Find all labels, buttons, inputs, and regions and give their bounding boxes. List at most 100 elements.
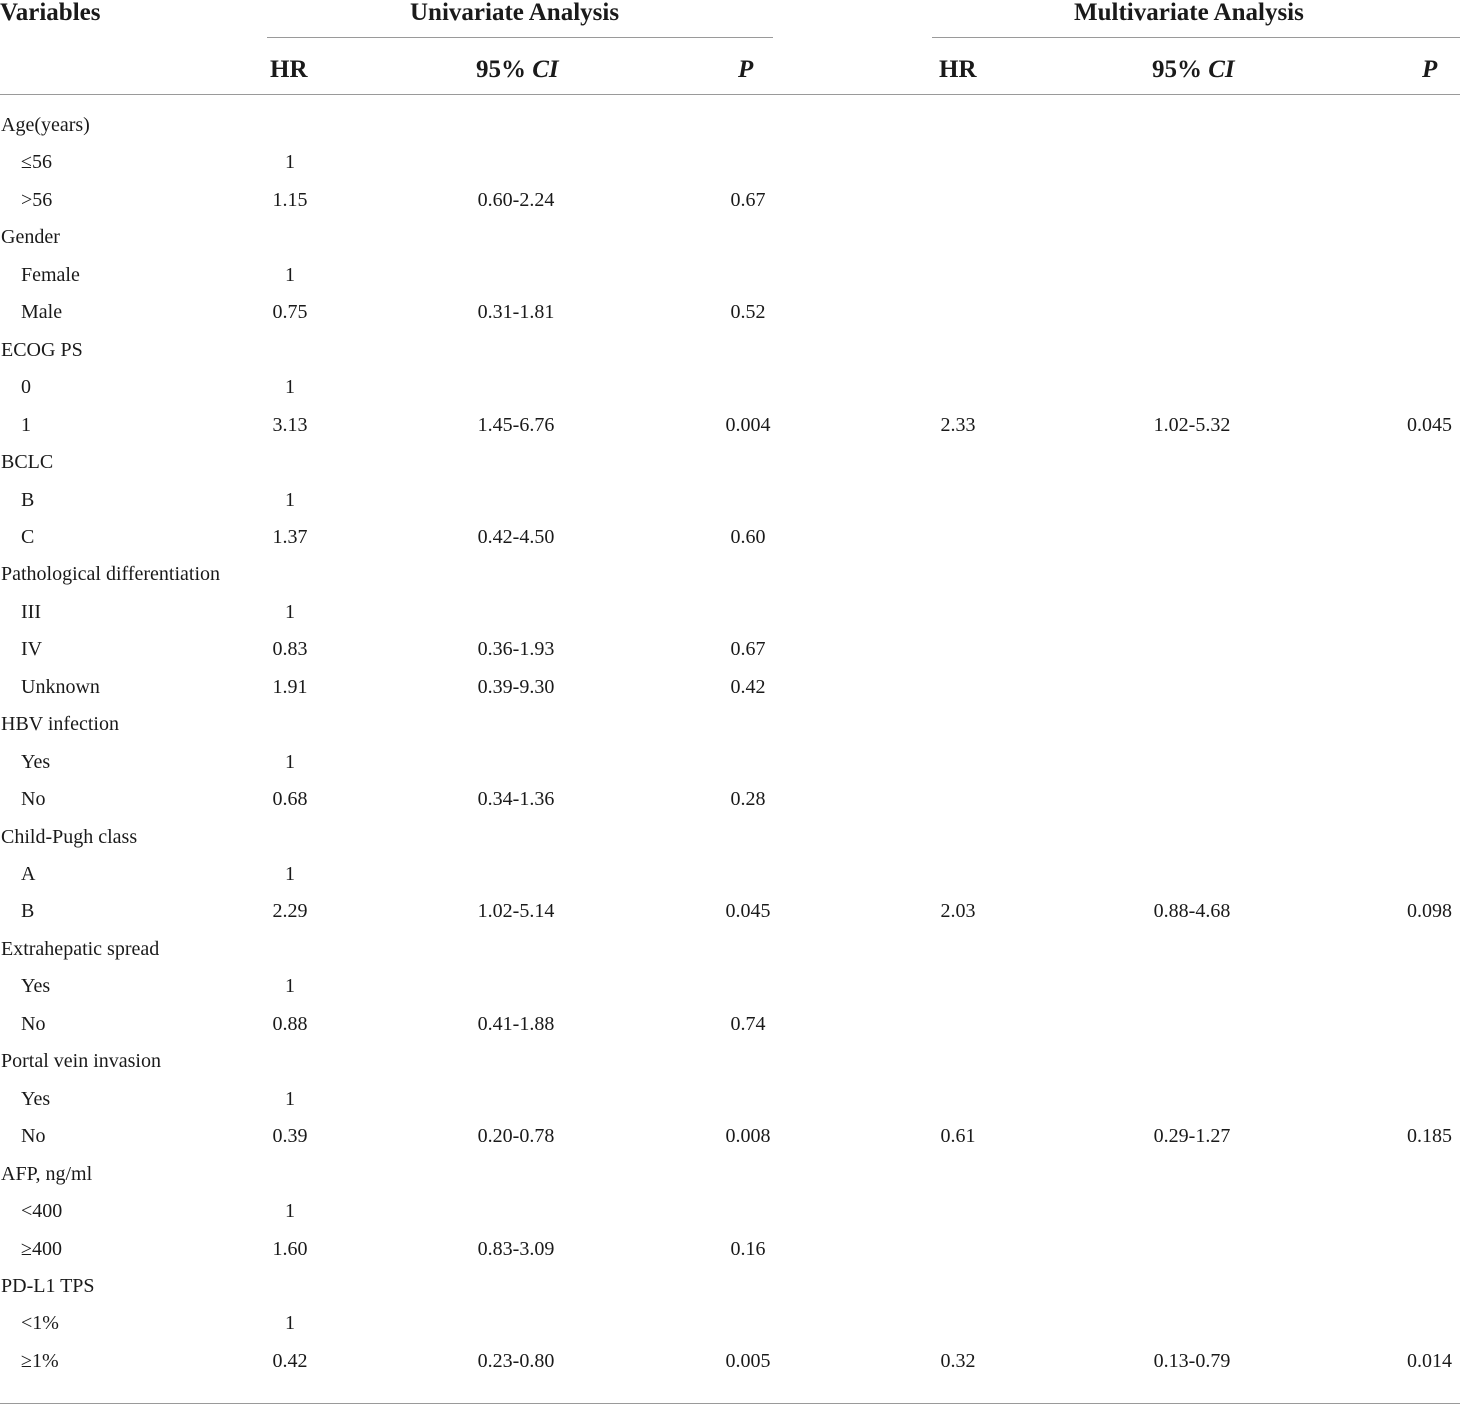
uni-hr-cell: 1.60 [272,1238,308,1260]
table-row: Yes 1 [0,744,1460,781]
table-row: No 0.68 0.34-1.36 0.28 [0,781,1460,818]
uni-p-cell: 0.74 [730,1013,766,1035]
uni-p-cell: 0.52 [730,301,766,323]
uni-ci-cell: 0.60-2.24 [477,189,555,211]
uni-ci-cell: 0.39-9.30 [477,676,555,698]
header-bottom-rule [0,94,1460,95]
multi-p-header: P [1422,57,1437,82]
table-row: No 0.39 0.20-0.78 0.008 0.61 0.29-1.27 0.185 [0,1118,1460,1155]
uni-ci-cell: 0.42-4.50 [477,526,555,548]
uni-p-header: P [738,57,753,82]
table-row: PD-L1 TPS [0,1268,1460,1305]
uni-ci-cell: 0.83-3.09 [477,1238,555,1260]
table-row: Female 1 [0,257,1460,294]
uni-hr-cell: 1 [285,1312,295,1334]
table-row: 1 3.13 1.45-6.76 0.004 2.33 1.02-5.32 0.045 [0,407,1460,444]
uni-ci-header: 95% CI [476,57,559,82]
table-bottom-rule [0,1403,1460,1404]
table-row: Yes 1 [0,1081,1460,1118]
univariate-header: Univariate Analysis [410,0,620,26]
uni-p-italic: P [738,56,754,83]
variable-label: Gender [1,226,60,248]
uni-hr-cell: 0.39 [272,1125,308,1147]
uni-p-cell: 0.005 [725,1350,771,1372]
uni-hr-cell: 1 [285,264,295,286]
multi-ci-header: 95% CI [1152,57,1235,82]
uni-hr-cell: 1 [285,1200,295,1222]
table-row: >56 1.15 0.60-2.24 0.67 [0,182,1460,219]
multi-p-italic: P [1422,56,1438,83]
multi-p-cell: 0.045 [1407,414,1452,436]
uni-p-cell: 0.42 [730,676,766,698]
table-row: Yes 1 [0,968,1460,1005]
table-row: ≥1% 0.42 0.23-0.80 0.005 0.32 0.13-0.79 0.014 [0,1343,1460,1380]
multi-p-cell: 0.185 [1407,1125,1452,1147]
uni-hr-cell: 1 [285,151,295,173]
variable-label: BCLC [1,451,54,473]
uni-ci-italic: CI [532,56,559,83]
table-row: HBV infection [0,706,1460,743]
uni-ci-prefix: 95% [476,56,526,83]
multi-ci-cell: 0.29-1.27 [1153,1125,1231,1147]
uni-p-cell: 0.67 [730,638,766,660]
uni-ci-cell: 1.02-5.14 [477,900,555,922]
uni-p-cell: 0.008 [725,1125,771,1147]
multi-hr-header: HR [939,56,977,83]
table-row: Male 0.75 0.31-1.81 0.52 [0,294,1460,331]
uni-ci-cell: 0.36-1.93 [477,638,555,660]
uni-hr-cell: 3.13 [272,414,308,436]
multi-ci-cell: 0.13-0.79 [1153,1350,1231,1372]
uni-hr-cell: 2.29 [272,900,308,922]
variable-label: IV [21,638,43,660]
uni-hr-cell: 0.42 [272,1350,308,1372]
table-row: ECOG PS [0,332,1460,369]
table-row: BCLC [0,444,1460,481]
multi-p-cell: 0.014 [1407,1350,1452,1372]
uni-hr-cell: 0.75 [272,301,308,323]
variable-label: <400 [21,1200,63,1222]
uni-hr-cell: 1 [285,376,295,398]
multivariate-header: Multivariate Analysis [1074,0,1304,26]
table-row: No 0.88 0.41-1.88 0.74 [0,1006,1460,1043]
variable-label: Male [21,301,63,323]
uni-ci-cell: 0.23-0.80 [477,1350,555,1372]
variable-label: Yes [21,975,51,997]
variable-label: AFP, ng/ml [1,1163,93,1185]
uni-hr-cell: 1.91 [272,676,308,698]
uni-ci-cell: 0.34-1.36 [477,788,555,810]
uni-p-cell: 0.67 [730,189,766,211]
uni-hr-cell: 1 [285,975,295,997]
table-row: <400 1 [0,1193,1460,1230]
multi-hr-cell: 2.03 [940,900,976,922]
multi-ci-cell: 1.02-5.32 [1153,414,1231,436]
uni-hr-header: HR [270,56,308,83]
variable-label: B [21,900,35,922]
table-row: B 2.29 1.02-5.14 0.045 2.03 0.88-4.68 0.098 [0,893,1460,930]
variable-label: ≤56 [21,151,52,173]
variable-label: No [21,1013,46,1035]
variable-label: Age(years) [1,114,90,136]
table-row: IV 0.83 0.36-1.93 0.67 [0,631,1460,668]
univariate-group-rule [267,37,773,38]
table-row: III 1 [0,594,1460,631]
uni-p-cell: 0.60 [730,526,766,548]
variable-label: 1 [21,414,31,436]
table-row: Portal vein invasion [0,1043,1460,1080]
table-row: Extrahepatic spread [0,931,1460,968]
uni-hr-cell: 1.37 [272,526,308,548]
uni-hr-cell: 1 [285,863,295,885]
table-row: AFP, ng/ml [0,1156,1460,1193]
multi-ci-italic: CI [1208,56,1235,83]
multivariate-group-rule [932,37,1460,38]
variable-label: Female [21,264,80,286]
table-row: <1% 1 [0,1305,1460,1342]
variable-label: Child-Pugh class [1,826,138,848]
variable-label: >56 [21,189,53,211]
variable-label: Yes [21,751,51,773]
uni-p-cell: 0.045 [725,900,771,922]
multi-p-cell: 0.098 [1407,900,1452,922]
variable-label: ECOG PS [1,339,83,361]
